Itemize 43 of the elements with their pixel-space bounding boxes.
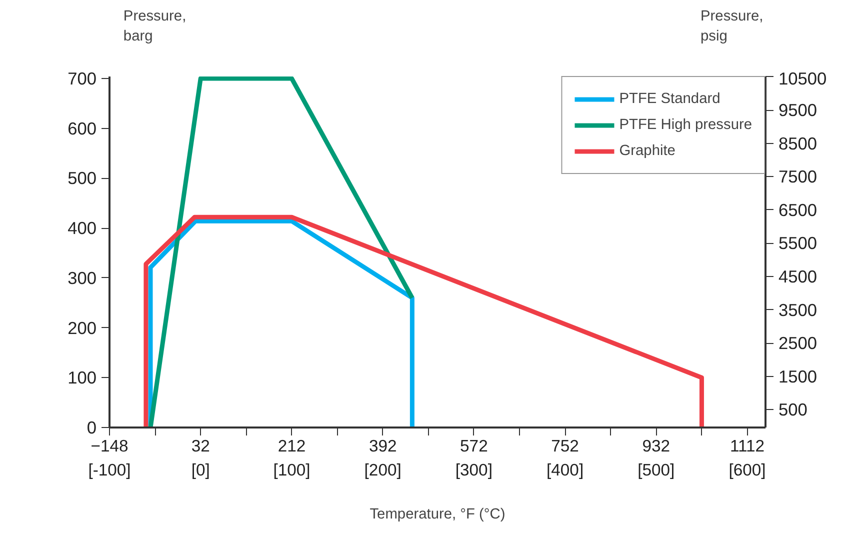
y2-tick-label: 3500 bbox=[778, 300, 818, 320]
x2-tick-label: [100] bbox=[273, 460, 310, 480]
x-tick-label: 932 bbox=[642, 436, 670, 456]
x-tick-label: 212 bbox=[278, 436, 306, 456]
legend-label: PTFE High pressure bbox=[619, 117, 752, 133]
line-series bbox=[144, 214, 704, 428]
y-tick-label: 300 bbox=[68, 268, 97, 288]
y-tick-label: 600 bbox=[68, 118, 97, 138]
y2-tick-label: 500 bbox=[778, 400, 808, 420]
legend-label: Graphite bbox=[619, 143, 676, 159]
y-tick-label: 0 bbox=[86, 418, 97, 438]
y-tick-label: 200 bbox=[68, 318, 97, 338]
x2-tick-label: [600] bbox=[728, 460, 766, 480]
x2-tick-label: [500] bbox=[638, 460, 675, 480]
x2-tick-label: [-100] bbox=[88, 460, 131, 480]
y2-tick-label: 10500 bbox=[778, 68, 827, 88]
x-tick-label: 572 bbox=[460, 436, 488, 456]
x-tick-label: 32 bbox=[191, 436, 210, 456]
y2-tick-label: 4500 bbox=[778, 266, 818, 287]
y-tick-label: 400 bbox=[68, 218, 97, 238]
y-tick-label: 700 bbox=[68, 68, 97, 88]
y2-axis-title: Pressure, psig bbox=[700, 8, 764, 44]
y2-tick-label: 1500 bbox=[778, 366, 818, 386]
line-series bbox=[148, 218, 414, 428]
x-tick-label: 1112 bbox=[730, 436, 765, 456]
legend-label: PTFE Standard bbox=[619, 91, 720, 107]
y-tick-label: 100 bbox=[68, 368, 97, 388]
y2-tick-label: 7500 bbox=[778, 166, 818, 187]
x-tick-label: −148 bbox=[90, 436, 128, 456]
y2-tick-label: 9500 bbox=[778, 100, 818, 120]
x-tick-label: 752 bbox=[551, 436, 579, 456]
y-axis-title: Pressure, barg bbox=[123, 8, 186, 44]
x-tick-label: 392 bbox=[368, 436, 397, 456]
x2-tick-label: [400] bbox=[546, 460, 584, 480]
x2-tick-label: [0] bbox=[191, 460, 210, 480]
x2-tick-label: [300] bbox=[455, 460, 492, 480]
y2-tick-label: 2500 bbox=[778, 333, 818, 354]
x-axis-title: Temperature, °F (°C) bbox=[370, 506, 506, 522]
y-tick-label: 500 bbox=[68, 168, 97, 188]
y2-tick-label: 8500 bbox=[778, 133, 818, 154]
y2-tick-label: 6500 bbox=[778, 200, 818, 220]
y2-tick-label: 5500 bbox=[778, 233, 818, 254]
x2-tick-label: [200] bbox=[364, 460, 402, 480]
